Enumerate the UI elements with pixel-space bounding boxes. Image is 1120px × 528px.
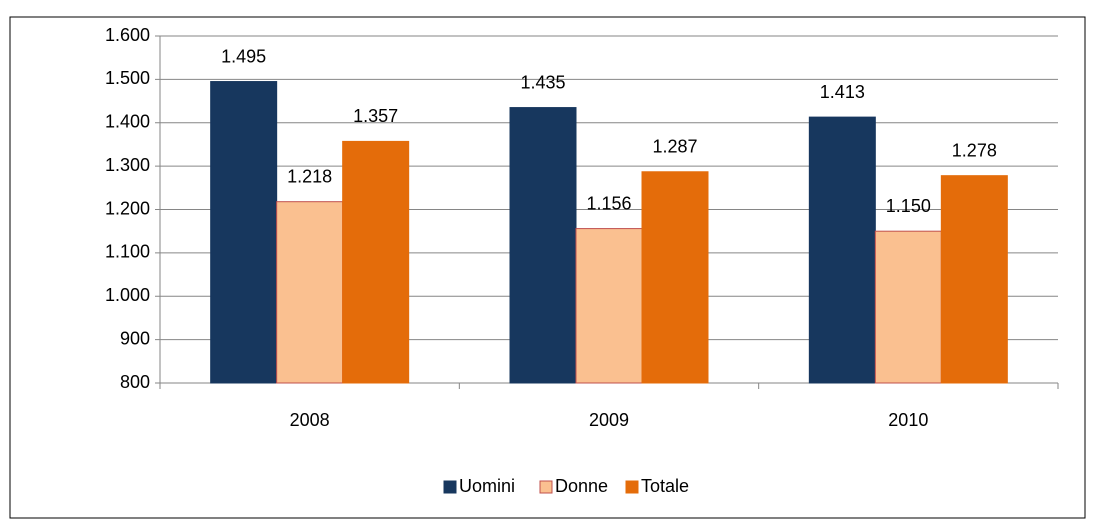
- value-label: 1.357: [353, 106, 398, 126]
- bar: [210, 81, 278, 384]
- bar: [575, 228, 643, 384]
- value-label: 1.435: [520, 72, 565, 92]
- legend-swatch: [539, 480, 553, 494]
- bar: [509, 107, 577, 384]
- value-label: 1.218: [287, 166, 332, 186]
- y-tick-label: 1.200: [105, 198, 150, 218]
- bar: [874, 230, 942, 384]
- bar: [276, 201, 344, 384]
- legend-swatch: [625, 480, 639, 494]
- bar: [808, 116, 876, 384]
- y-tick-label: 1.600: [105, 25, 150, 45]
- y-tick-label: 900: [120, 328, 150, 348]
- x-tick-label: 2010: [888, 410, 928, 430]
- y-tick-label: 1.100: [105, 242, 150, 262]
- y-tick-label: 1.000: [105, 285, 150, 305]
- value-label: 1.495: [221, 46, 266, 66]
- y-tick-label: 1.300: [105, 155, 150, 175]
- y-tick-label: 1.500: [105, 68, 150, 88]
- bar: [342, 140, 410, 384]
- value-label: 1.156: [586, 193, 631, 213]
- legend-swatch: [443, 480, 457, 494]
- bar: [641, 171, 709, 384]
- x-tick-label: 2009: [589, 410, 629, 430]
- value-label: 1.278: [952, 140, 997, 160]
- x-tick-label: 2008: [290, 410, 330, 430]
- value-label: 1.150: [886, 196, 931, 216]
- value-label: 1.287: [652, 137, 697, 157]
- legend-label: Uomini: [459, 476, 515, 496]
- y-tick-label: 800: [120, 372, 150, 392]
- legend-label: Donne: [555, 476, 608, 496]
- value-label: 1.413: [820, 82, 865, 102]
- bar: [940, 175, 1008, 384]
- legend-label: Totale: [641, 476, 689, 496]
- y-tick-label: 1.400: [105, 112, 150, 132]
